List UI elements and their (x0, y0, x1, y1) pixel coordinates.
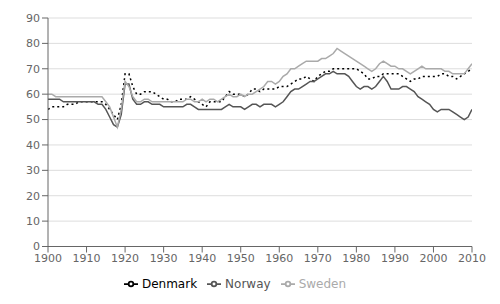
svg-text:1960: 1960 (265, 252, 293, 265)
svg-text:20: 20 (26, 190, 40, 203)
svg-text:1940: 1940 (188, 252, 216, 265)
svg-text:10: 10 (26, 215, 40, 228)
svg-text:1980: 1980 (342, 252, 370, 265)
svg-text:1930: 1930 (150, 252, 178, 265)
svg-text:1920: 1920 (111, 252, 139, 265)
svg-text:2010: 2010 (458, 252, 486, 265)
svg-text:80: 80 (26, 37, 40, 50)
svg-text:1990: 1990 (381, 252, 409, 265)
svg-text:0: 0 (33, 240, 40, 253)
svg-text:1910: 1910 (73, 252, 101, 265)
svg-text:50: 50 (26, 113, 40, 126)
svg-text:1970: 1970 (304, 252, 332, 265)
svg-text:60: 60 (26, 88, 40, 101)
html-text:Denmark: Denmark (141, 276, 198, 291)
svg-text:90: 90 (26, 12, 40, 25)
html-text:Norway: Norway (225, 276, 271, 291)
svg-text:2000: 2000 (419, 252, 447, 265)
svg-text:30: 30 (26, 164, 40, 177)
svg-text:70: 70 (26, 63, 40, 76)
html-text:Sweden: Sweden (298, 276, 346, 291)
svg-text:1900: 1900 (34, 252, 62, 265)
svg-text:40: 40 (26, 139, 40, 152)
svg-text:1950: 1950 (227, 252, 255, 265)
